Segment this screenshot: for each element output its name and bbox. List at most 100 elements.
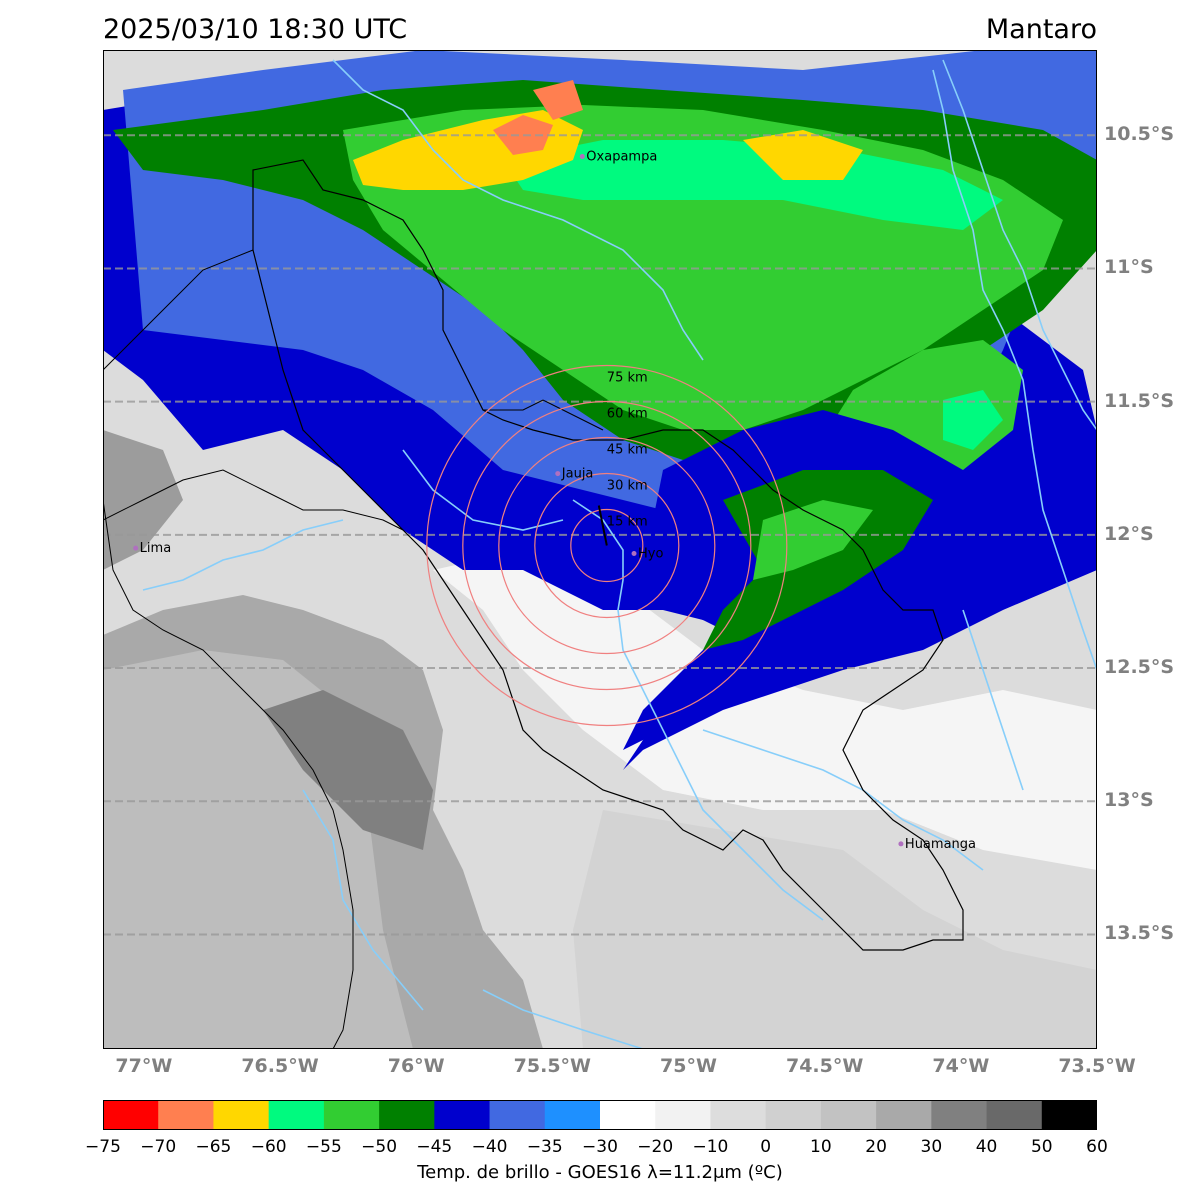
river-path: [942, 59, 1097, 431]
range-ring-label: 60 km: [607, 407, 648, 422]
colorbar-swatch: [103, 1100, 159, 1130]
colorbar-tick-label: −55: [305, 1137, 342, 1157]
colorbar-swatch: [986, 1100, 1043, 1130]
colorbar-tick-label: −60: [250, 1137, 287, 1157]
radar-beam-line: [597, 505, 608, 546]
city-label: Lima: [140, 541, 171, 556]
river-path: [402, 449, 564, 531]
river-path: [302, 789, 424, 1011]
admin-border: [103, 249, 254, 371]
colorbar-tick-label: −40: [471, 1137, 508, 1157]
colorbar-tick-label: −50: [361, 1137, 398, 1157]
colorbar-swatch: [489, 1100, 546, 1130]
city-dot: [631, 550, 637, 556]
colorbar-swatch: [323, 1100, 380, 1130]
lon-label: 74°W: [932, 1055, 990, 1077]
range-ring: [426, 364, 788, 727]
lon-label: 73.5°W: [1058, 1055, 1136, 1077]
colorbar-label: Temp. de brillo - GOES16 λ=11.2μm (ºC): [417, 1162, 783, 1183]
colorbar-tick-label: 10: [810, 1137, 832, 1157]
river-path: [572, 499, 824, 921]
city-dot: [555, 471, 561, 477]
range-ring: [570, 508, 644, 583]
lat-label: 12°S: [1104, 522, 1154, 545]
colorbar-tick-label: −45: [416, 1137, 453, 1157]
lat-label: 10.5°S: [1104, 123, 1175, 146]
colorbar-swatch: [379, 1100, 435, 1130]
colorbar-swatch: [544, 1100, 601, 1130]
lat-label: 12.5°S: [1104, 656, 1175, 679]
colorbar-swatch: [600, 1100, 656, 1130]
latitude-grid: [103, 134, 1097, 936]
region-title: Mantaro: [985, 14, 1097, 45]
lat-label: 11.5°S: [1104, 389, 1175, 412]
colorbar-tick-label: 50: [1030, 1137, 1053, 1157]
east-spring-green-zone: [943, 390, 1003, 450]
lon-label: 75.5°W: [513, 1055, 591, 1077]
colorbar-tick-label: −30: [582, 1137, 618, 1157]
coastline: [103, 499, 354, 1049]
city-label: Hyo: [638, 546, 663, 561]
river-path: [142, 519, 344, 591]
range-ring-label: 75 km: [607, 371, 648, 386]
river-path: [482, 989, 644, 1049]
colorbar-tick-label: −65: [195, 1137, 232, 1157]
colorbar-tick-label: −10: [692, 1137, 729, 1157]
city-dot: [898, 841, 904, 847]
south-gray-zone: [573, 810, 1097, 1049]
white-cloud-free-area: [433, 550, 1097, 870]
satellite-map[interactable]: 15 km 30 km 45 km 60 km 75 km Oxapampa Jauja H…: [103, 50, 1097, 1049]
admin-border: [103, 469, 404, 531]
colorbar-frame: [103, 1100, 1097, 1130]
lat-label: 13.5°S: [1104, 922, 1175, 945]
city-dot: [579, 154, 585, 160]
colorbar-swatch: [434, 1100, 491, 1130]
colorbar-swatch: [710, 1100, 767, 1130]
colorbar-swatch: [213, 1100, 270, 1130]
east-yellow-zone: [743, 130, 863, 180]
city-label: Jauja: [561, 467, 594, 482]
radar-range-rings: 15 km 30 km 45 km 60 km 75 km: [426, 364, 788, 727]
colorbar-swatch: [158, 1100, 214, 1130]
range-ring: [462, 400, 752, 691]
river-path: [962, 609, 1024, 791]
range-ring: [498, 436, 716, 655]
southeast-lime-band: [753, 500, 873, 580]
admin-border: [483, 399, 604, 431]
colorbar-tick-label: −35: [526, 1137, 563, 1157]
map-frame: [103, 50, 1097, 1049]
city-label: Oxapampa: [586, 150, 657, 165]
colorbar-swatch: [876, 1100, 932, 1130]
colorbar-tick-label: 20: [865, 1137, 887, 1157]
map-datetime-title: 2025/03/10 18:30 UTC: [103, 14, 408, 45]
colorbar-swatch: [655, 1100, 711, 1130]
map-canvas: 15 km 30 km 45 km 60 km 75 km Oxapampa Jauja H…: [103, 50, 1097, 1049]
lon-label: 76.5°W: [241, 1055, 319, 1077]
colorbar-swatch: [765, 1100, 822, 1130]
range-ring-label: 45 km: [607, 443, 648, 458]
lat-label: 11°S: [1104, 256, 1154, 279]
colorbar-swatch: [820, 1100, 877, 1130]
river-path: [932, 69, 1097, 671]
colorbar-tick-label: 30: [920, 1137, 943, 1157]
dark-highland-zone: [263, 690, 433, 850]
colorbar-swatch: [931, 1100, 988, 1130]
north-orange-zone: [533, 80, 583, 120]
city-label: Huamanga: [905, 837, 976, 852]
colorbar-tick-label: −20: [637, 1137, 674, 1157]
colorbar-swatch: [268, 1100, 325, 1130]
lon-label: 74.5°W: [785, 1055, 864, 1077]
colorbar-tick-label: −75: [85, 1137, 121, 1157]
range-ring: [534, 472, 680, 619]
lon-label: 77°W: [115, 1055, 173, 1077]
central-convection-lime-zone: [663, 260, 823, 370]
lon-label: 76°W: [387, 1055, 445, 1077]
city-dot: [133, 545, 139, 551]
colorbar-tick-label: 40: [975, 1137, 998, 1157]
river-path: [332, 59, 704, 361]
colorbar-tick-label: 60: [1086, 1137, 1108, 1157]
lon-label: 75°W: [660, 1055, 717, 1077]
colorbar-tick-label: 0: [760, 1137, 772, 1157]
lat-label: 13°S: [1104, 789, 1154, 812]
spring-green-zone: [503, 140, 1003, 230]
